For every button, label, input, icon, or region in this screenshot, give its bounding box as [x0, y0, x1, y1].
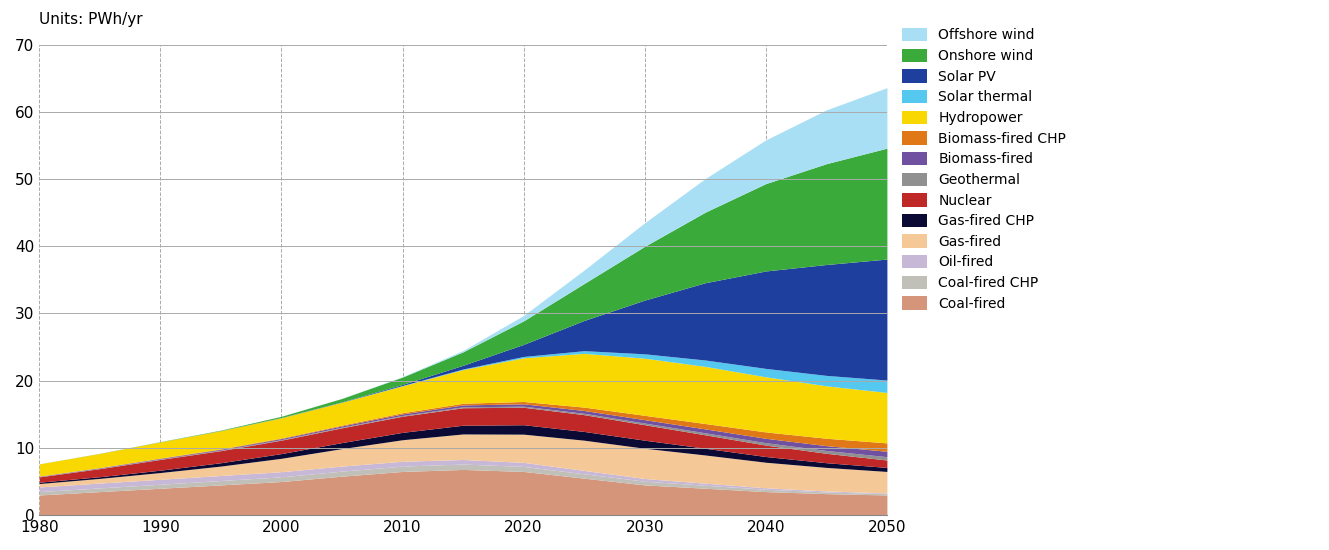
Text: Units: PWh/yr: Units: PWh/yr — [40, 12, 142, 27]
Legend: Offshore wind, Onshore wind, Solar PV, Solar thermal, Hydropower, Biomass-fired : Offshore wind, Onshore wind, Solar PV, S… — [902, 28, 1066, 311]
